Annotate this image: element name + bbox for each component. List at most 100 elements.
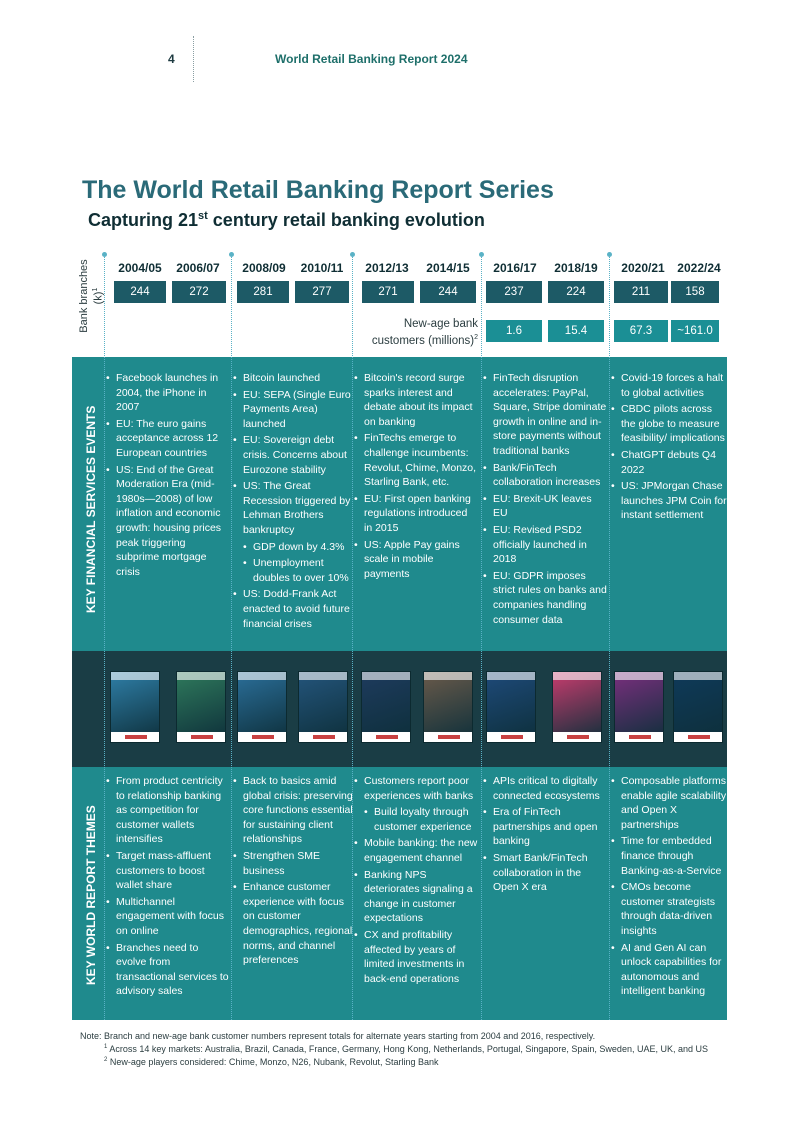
cover-footer — [111, 732, 159, 742]
event-item: Facebook launches in 2004, the iPhone in… — [106, 371, 228, 415]
branches-value: 244 — [420, 281, 476, 303]
cover-header — [238, 672, 286, 680]
cover-header — [177, 672, 225, 680]
report-cover-image — [361, 671, 411, 743]
themes-column: Back to basics amid global crisis: prese… — [233, 774, 353, 970]
theme-sub-item: Build loyalty through customer experienc… — [354, 805, 478, 834]
event-item: FinTech disruption accelerates: PayPal, … — [483, 371, 607, 459]
report-cover-image — [298, 671, 348, 743]
events-band-title: KEY FINANCIAL SERVICES EVENTS — [84, 405, 98, 613]
cover-header — [553, 672, 601, 680]
event-item: Bank/FinTech collaboration increases — [483, 461, 607, 490]
page-number: 4 — [168, 52, 175, 66]
note-1-sup: 1 — [104, 1044, 108, 1050]
divider-dot — [479, 252, 484, 257]
branches-value: 158 — [671, 281, 719, 303]
theme-item: Mobile banking: the new engagement chann… — [354, 836, 478, 865]
theme-item: Strengthen SME business — [233, 849, 353, 878]
year-label: 2012/13 — [365, 261, 409, 275]
bank-branches-text: Bank branches (k) — [78, 259, 105, 333]
report-cover-image — [614, 671, 664, 743]
footnotes: Note: Branch and new-age bank customer n… — [80, 1031, 740, 1068]
branches-value: 272 — [172, 281, 226, 303]
new-age-label: New-age bank customers (millions)2 — [350, 317, 478, 348]
theme-item: Back to basics amid global crisis: prese… — [233, 774, 353, 847]
subtitle-prefix: Capturing 21 — [88, 210, 199, 230]
branches-value: 277 — [295, 281, 349, 303]
timeline-columns — [102, 252, 727, 1020]
new-age-value: 15.4 — [548, 320, 604, 342]
theme-item: Branches need to evolve from transaction… — [106, 941, 230, 999]
report-cover-image — [673, 671, 723, 743]
event-sub-item: Unemployment doubles to over 10% — [233, 556, 351, 585]
event-item: US: End of the Great Moderation Era (mid… — [106, 463, 228, 580]
report-title: World Retail Banking Report 2024 — [275, 52, 468, 66]
subtitle-sup: st — [198, 210, 208, 222]
events-column: Covid-19 forces a halt to global activit… — [611, 371, 727, 525]
themes-column: From product centricity to relationship … — [106, 774, 230, 1001]
year-label: 2020/21 — [621, 261, 665, 275]
column-divider — [350, 252, 355, 1020]
report-cover-image — [110, 671, 160, 743]
event-item: EU: SEPA (Single Euro Payments Area) lau… — [233, 388, 351, 432]
events-column: Facebook launches in 2004, the iPhone in… — [106, 371, 228, 581]
cover-footer — [238, 732, 286, 742]
cover-footer — [487, 732, 535, 742]
report-cover-image — [486, 671, 536, 743]
new-age-value: 67.3 — [614, 320, 668, 342]
theme-item: From product centricity to relationship … — [106, 774, 230, 847]
event-item: CBDC pilots across the globe to measure … — [611, 402, 727, 446]
event-item: US: Dodd-Frank Act enacted to avoid futu… — [233, 587, 351, 631]
cover-footer — [177, 732, 225, 742]
cover-header — [615, 672, 663, 680]
event-item: Bitcoin's record surge sparks interest a… — [354, 371, 478, 429]
note-2: 2 New-age players considered: Chime, Mon… — [80, 1055, 740, 1068]
divider-dot — [607, 252, 612, 257]
branches-value: 224 — [548, 281, 604, 303]
theme-item: CMOs become customer strategists through… — [611, 880, 727, 938]
report-cover-image — [237, 671, 287, 743]
events-column: Bitcoin launched EU: SEPA (Single Euro P… — [233, 371, 351, 633]
theme-item: Banking NPS deteriorates signaling a cha… — [354, 868, 478, 926]
year-label: 2004/05 — [118, 261, 162, 275]
theme-item: Era of FinTech partnerships and open ban… — [483, 805, 607, 849]
year-label: 2022/24 — [677, 261, 721, 275]
event-item: ChatGPT debuts Q4 2022 — [611, 448, 727, 477]
cover-footer — [424, 732, 472, 742]
year-label: 2010/11 — [300, 261, 344, 275]
year-label: 2016/17 — [493, 261, 537, 275]
event-item: US: The Great Recession triggered by Leh… — [233, 479, 351, 537]
new-age-value: 1.6 — [486, 320, 542, 342]
column-divider — [607, 252, 612, 1020]
bank-branches-sup: 1 — [92, 287, 99, 292]
year-label: 2006/07 — [176, 261, 220, 275]
cover-header — [299, 672, 347, 680]
new-age-value: ~161.0 — [671, 320, 719, 342]
theme-item: Composable platforms enable agile scalab… — [611, 774, 727, 832]
event-item: Bitcoin launched — [233, 371, 351, 386]
cover-header — [487, 672, 535, 680]
cover-footer — [362, 732, 410, 742]
column-divider — [102, 252, 107, 1020]
cover-footer — [299, 732, 347, 742]
theme-item: Customers report poor experiences with b… — [354, 774, 478, 803]
event-sub-item: GDP down by 4.3% — [233, 540, 351, 555]
theme-item: AI and Gen AI can unlock capabilities fo… — [611, 941, 727, 999]
branches-value: 271 — [362, 281, 414, 303]
events-column: FinTech disruption accelerates: PayPal, … — [483, 371, 607, 629]
cover-footer — [615, 732, 663, 742]
branches-value: 244 — [114, 281, 166, 303]
divider-dot — [229, 252, 234, 257]
branches-value: 281 — [237, 281, 289, 303]
report-cover-image — [423, 671, 473, 743]
event-item: EU: Revised PSD2 officially launched in … — [483, 523, 607, 567]
note-main: Note: Branch and new-age bank customer n… — [80, 1031, 596, 1041]
cover-header — [362, 672, 410, 680]
theme-item: CX and profitability affected by years o… — [354, 928, 478, 986]
event-item: Covid-19 forces a halt to global activit… — [611, 371, 727, 400]
header-divider — [193, 36, 194, 82]
note-1: 1 Across 14 key markets: Australia, Braz… — [80, 1042, 740, 1055]
themes-column: Customers report poor experiences with b… — [354, 774, 478, 988]
event-item: EU: The euro gains acceptance across 12 … — [106, 417, 228, 461]
theme-item: Target mass-affluent customers to boost … — [106, 849, 230, 893]
